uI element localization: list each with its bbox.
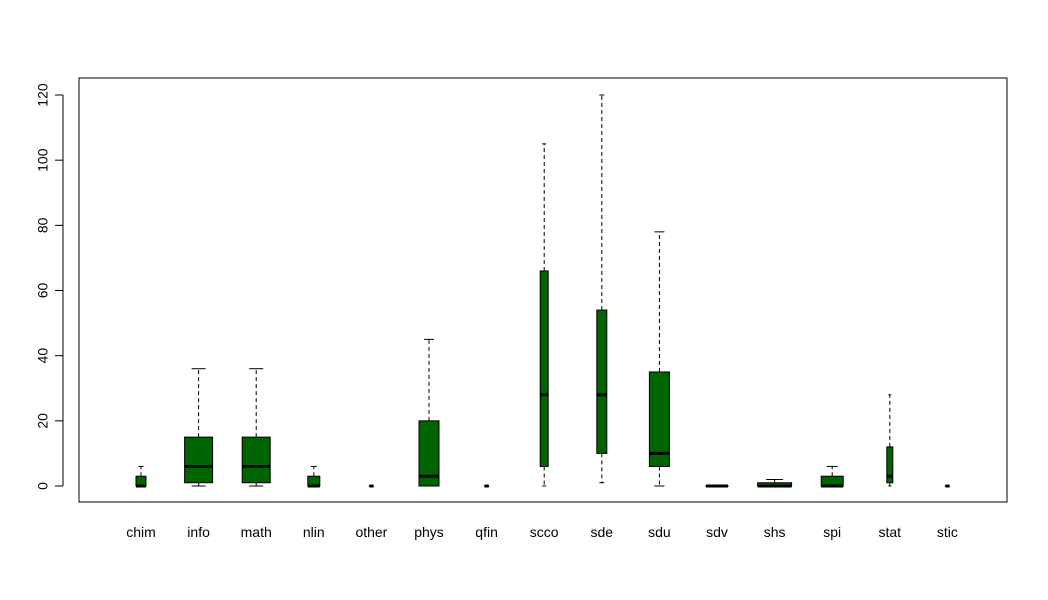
- x-tick-label: qfin: [475, 524, 498, 540]
- x-tick-label: phys: [414, 524, 444, 540]
- x-tick-label: scco: [530, 524, 559, 540]
- x-tick-label: spi: [823, 524, 841, 540]
- box-other: [368, 484, 374, 488]
- box-sde: [596, 94, 608, 484]
- y-tick-label: 0: [35, 482, 51, 490]
- box-stat: [886, 394, 894, 487]
- x-tick-label: sdu: [648, 524, 671, 540]
- box-sdu: [648, 231, 670, 487]
- box-stic: [944, 484, 950, 488]
- x-tick-label: info: [187, 524, 210, 540]
- y-tick-label: 60: [35, 283, 51, 299]
- y-tick-label: 100: [35, 148, 51, 172]
- iqr-box: [184, 436, 214, 484]
- x-tick-label: chim: [126, 524, 156, 540]
- boxes: [135, 94, 950, 488]
- x-axis: chim info math nlin other phys qfin scco sde sdu s…: [126, 524, 958, 540]
- iqr-box: [418, 420, 440, 487]
- box-info: [184, 368, 214, 487]
- y-tick-label: 40: [35, 348, 51, 364]
- box-shs: [757, 478, 793, 488]
- box-phys: [418, 338, 440, 487]
- box-spi: [820, 465, 844, 488]
- x-tick-label: sde: [591, 524, 614, 540]
- x-tick-label: nlin: [303, 524, 325, 540]
- x-tick-label: sdv: [706, 524, 728, 540]
- x-tick-label: stic: [937, 524, 958, 540]
- y-tick-label: 80: [35, 217, 51, 233]
- iqr-box: [648, 371, 670, 467]
- y-axis: 0 20 40 60 80 100 120: [35, 83, 64, 490]
- y-tick-label: 120: [35, 83, 51, 107]
- box-math: [241, 368, 271, 487]
- box-scco: [539, 143, 549, 487]
- box-chim: [135, 465, 147, 488]
- iqr-box: [539, 270, 549, 467]
- x-tick-label: other: [355, 524, 387, 540]
- x-tick-label: shs: [764, 524, 786, 540]
- plot-frame: [78, 77, 1008, 503]
- box-nlin: [307, 465, 321, 488]
- iqr-box: [596, 309, 608, 454]
- y-tick-label: 20: [35, 413, 51, 429]
- box-sdv: [705, 484, 729, 488]
- box-qfin: [484, 484, 490, 488]
- iqr-box: [886, 446, 894, 484]
- x-tick-label: math: [241, 524, 272, 540]
- iqr-box: [241, 436, 271, 484]
- x-tick-label: stat: [879, 524, 902, 540]
